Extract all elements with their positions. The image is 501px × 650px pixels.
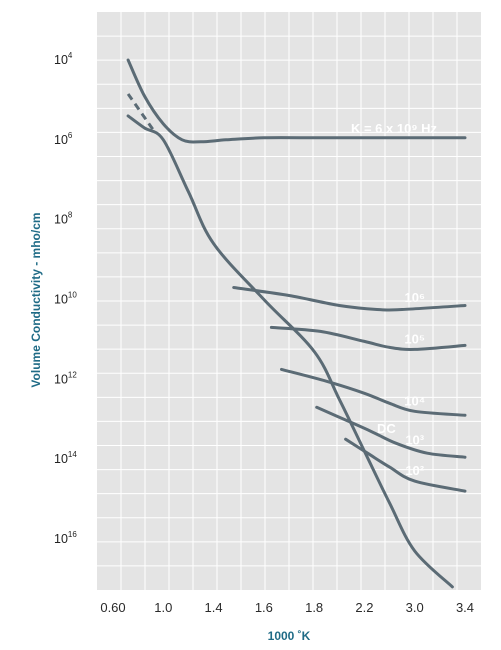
- y-tick-labels: 104 106 108 1010 1012 1014 1016: [54, 51, 77, 546]
- curve-label: 10⁴: [404, 393, 425, 408]
- x-tick-label: 2.2: [355, 600, 373, 615]
- y-tick-label: 1010: [54, 291, 77, 307]
- curve-label: K = 6 x 10⁹ Hz: [351, 121, 438, 136]
- y-tick-label: 1016: [54, 530, 77, 546]
- series-line-2: [232, 286, 467, 312]
- x-tick-label: 1.4: [205, 600, 223, 615]
- series-group: [126, 58, 467, 589]
- curve-label: 10⁶: [404, 290, 424, 305]
- x-tick-label: 1.8: [305, 600, 323, 615]
- x-tick-label: 3.0: [406, 600, 424, 615]
- x-tick-label: 0.60: [100, 600, 125, 615]
- series-line-3: [269, 325, 467, 351]
- curve-label: 10³: [405, 433, 424, 448]
- x-tick-label: 3.4: [456, 600, 474, 615]
- series-line-5: [315, 405, 467, 459]
- y-tick-label: 1014: [54, 450, 77, 466]
- grid: [97, 12, 481, 590]
- curve-labels: K = 6 x 10⁹ Hz 10⁶ 10⁵ 10⁴ 10³ 10² DC: [351, 121, 438, 478]
- x-tick-labels: 0.60 1.0 1.4 1.6 1.8 2.2 3.0 3.4: [100, 600, 474, 615]
- x-tick-label: 1.6: [255, 600, 273, 615]
- series-line-0: [126, 58, 467, 144]
- y-tick-label: 1012: [54, 370, 77, 386]
- series-line-4: [280, 367, 467, 417]
- y-tick-label: 106: [54, 131, 73, 147]
- dashed-connector: [126, 93, 155, 131]
- x-tick-label: 1.0: [154, 600, 172, 615]
- curve-label: 10²: [405, 463, 424, 478]
- x-axis-title: 1000 ˚K: [268, 629, 311, 643]
- series-line-6: [344, 437, 467, 493]
- curve-label: 10⁵: [404, 331, 425, 346]
- series-line-1: [126, 114, 454, 589]
- y-axis-title: Volume Conductivity - mho/cm: [29, 212, 43, 387]
- y-tick-label: 104: [54, 51, 73, 67]
- curve-label: DC: [377, 421, 396, 436]
- y-tick-label: 108: [54, 211, 73, 227]
